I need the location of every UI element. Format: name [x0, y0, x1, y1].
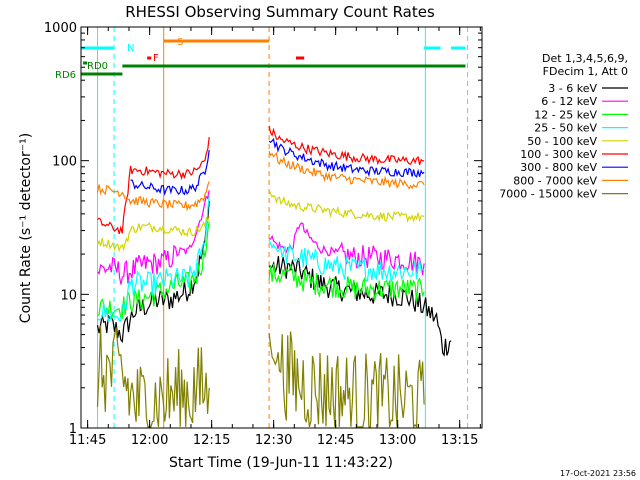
legend-label-6: 300 - 800 keV [520, 161, 597, 174]
series-5-trace-1 [268, 125, 425, 166]
legend-label-4: 50 - 100 keV [527, 135, 597, 148]
flag-label-S: S [177, 37, 183, 48]
legend: Det 1,3,4,5,6,9,FDecim 1, Att 0 3 - 6 keV… [499, 52, 628, 201]
series-6-trace-0 [130, 150, 210, 197]
x-tick-label: 12:15 [193, 433, 230, 448]
legend-label-1: 6 - 12 keV [541, 95, 597, 108]
series-0-trace-1 [268, 256, 452, 357]
x-tick-label: 13:00 [379, 433, 416, 448]
series-2-trace-0 [97, 221, 210, 320]
series-layer [96, 125, 452, 429]
flag-label-F: F [153, 53, 159, 64]
y-tick-label: 10 [60, 288, 77, 303]
x-tick-label: 12:45 [317, 433, 354, 448]
legend-label-5: 100 - 300 keV [520, 148, 597, 161]
y-tick-label: 100 [52, 155, 77, 170]
y-tick-label: 1 [69, 422, 77, 437]
series-8-trace-1 [268, 331, 425, 429]
series-1-trace-0 [97, 190, 210, 285]
y-tick-label: 1000 [44, 21, 77, 36]
series-8-trace-0 [96, 325, 210, 428]
series-3-trace-0 [97, 195, 210, 323]
series-3-trace-1 [268, 239, 425, 283]
y-axis-label: Count Rate (s⁻¹ detector⁻¹) [18, 133, 34, 323]
axes: 11:45 12:00 12:15 12:30 12:45 13:00 13:15 1 10 10… [44, 21, 482, 448]
legend-label-2: 12 - 25 keV [534, 108, 597, 121]
x-tick-label: 11:45 [69, 433, 106, 448]
legend-label-8: 7000 - 15000 keV [499, 188, 597, 201]
flag-label-RD6: RD6 [55, 70, 76, 81]
series-5-trace-0 [97, 137, 210, 235]
series-6-trace-1 [268, 137, 425, 178]
x-tick-label: 13:15 [441, 433, 478, 448]
legend-label-0: 3 - 6 keV [548, 82, 597, 95]
plot-frame [80, 26, 483, 429]
series-7-trace-1 [268, 150, 425, 190]
series-4-trace-0 [96, 216, 210, 253]
series-2-trace-1 [268, 263, 425, 302]
flag-label-N: N [127, 43, 134, 54]
series-1-trace-1 [268, 222, 425, 275]
chart-title: RHESSI Observing Summary Count Rates [125, 3, 435, 21]
legend-header-1: FDecim 1, Att 0 [543, 65, 628, 78]
x-axis-label: Start Time (19-Jun-11 11:43:22) [169, 455, 393, 471]
legend-label-3: 25 - 50 keV [534, 122, 597, 135]
flag-bars: N S F RD0 RD6 [55, 37, 466, 81]
series-7-trace-0 [96, 181, 210, 212]
flag-label-RD0: RD0 [87, 61, 108, 72]
legend-label-7: 800 - 7000 keV [513, 174, 597, 187]
footer-timestamp: 17-Oct-2021 23:56 [560, 469, 636, 478]
series-4-trace-1 [268, 189, 425, 224]
x-tick-label: 12:00 [131, 433, 168, 448]
x-tick-label: 12:30 [255, 433, 292, 448]
legend-header-0: Det 1,3,4,5,6,9, [542, 52, 628, 65]
